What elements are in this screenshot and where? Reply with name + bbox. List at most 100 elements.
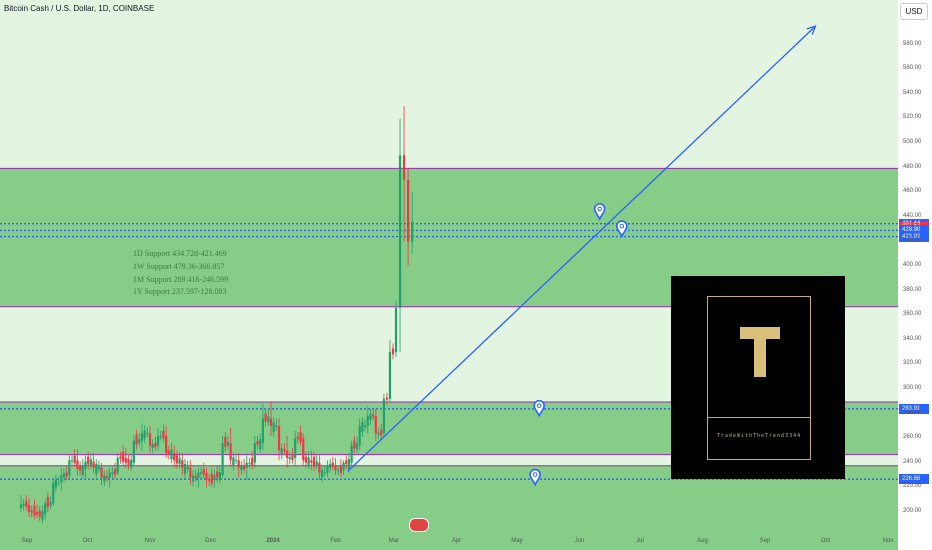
candle-body [148,433,152,446]
trend-arrow-line [347,25,816,472]
candle-body [294,438,297,458]
candle-body [111,471,114,474]
currency-button[interactable]: USD [900,3,928,20]
candle-body [173,452,176,461]
candle-body [334,465,337,471]
candle-body [339,465,342,474]
candle-body [170,449,173,460]
candle-body [197,472,200,478]
candle-body [248,462,251,464]
brand-logo: TradeWithTheTrend3344 [671,276,845,479]
candle-body [130,459,133,468]
candle-body [242,465,246,470]
y-tick-label: 440.00 [903,212,922,219]
candle-body [291,454,294,461]
candle-body [138,439,141,444]
candle-body [307,457,310,466]
candle-body [213,475,216,481]
x-tick-label: Jun [574,538,585,544]
candle-body [402,155,406,180]
candle-body [30,510,33,513]
map-pin-icon [533,399,545,418]
candle-body [259,439,262,450]
candle-body [165,435,168,453]
candle-body [143,430,146,439]
candle-body [202,468,205,475]
candle-body [353,440,356,449]
candle-body [146,433,149,435]
candle-body [277,425,281,451]
candle-body [70,460,74,462]
candle-body [256,440,259,445]
candle-body [159,435,162,437]
candle-body [296,436,299,439]
x-tick-label: Jul [636,538,644,544]
y-tick-label: 200.00 [903,508,922,514]
x-tick-label: Nov [882,538,894,544]
x-tick-label: Oct [82,538,93,544]
candle-body [312,456,316,467]
candle-body [76,460,79,469]
candle-body [318,462,321,473]
x-tick-label: Sep [21,538,33,544]
y-tick-label: 580.00 [903,40,922,47]
candle-body [119,456,122,459]
candle-body [181,460,184,468]
candle-body [191,475,195,482]
support-label-1m: 1M Support 289.416-246.599 [133,275,229,284]
price-badge: 283.91 [899,403,929,414]
candle-body [44,503,47,515]
candle-body [288,457,291,460]
y-tick-label: 460.00 [903,188,922,195]
candle-body [156,435,160,446]
candle-body [62,473,66,478]
candle-body [54,479,58,488]
candle-body [394,307,398,353]
candle-body [92,461,95,468]
candle-body [162,430,165,439]
candle-body [237,460,240,468]
logo-divider [708,417,810,418]
candle-body [232,457,235,466]
support-label-1d: 1D Support 434.728-421.469 [133,249,227,258]
candle-body [186,466,189,469]
candle-body [299,432,302,442]
x-tick-label: Mar [388,538,400,544]
candle-body [19,504,23,509]
candle-body [363,425,367,428]
map-pin-dot [619,223,625,229]
candle-body [41,511,44,520]
y-tick-label: 220.00 [903,483,922,490]
y-tick-label: 320.00 [903,360,922,367]
map-pin-icon [529,468,541,487]
candle-body [385,397,389,400]
candle-body [229,443,232,461]
candle-body [347,459,351,469]
candle-body [226,441,230,446]
x-tick-label: Sep [759,538,771,544]
y-tick-label: 260.00 [903,434,922,441]
y-tick-label: 540.00 [903,89,922,96]
candle-body [377,432,380,435]
candle-body [391,348,395,355]
candle-body [22,503,25,506]
candle-body [68,460,71,476]
us-flag-event-icon[interactable] [409,518,429,532]
candle-body [81,465,84,476]
y-tick-label: 380.00 [903,286,922,293]
y-tick-label: 280.00 [903,409,922,416]
candle-body [251,457,254,466]
candle-body [345,460,348,465]
candle-body [218,472,222,481]
x-tick-label: Feb [330,538,341,544]
y-tick-label: 560.00 [903,65,922,72]
candle-body [342,462,345,471]
candle-body [361,422,364,433]
candle-body [108,472,111,478]
price-badge: 423.92 [899,231,929,242]
candle-body [135,434,138,445]
candle-body [124,457,127,463]
candle-body [87,456,90,465]
y-tick-label: 480.00 [903,163,922,170]
